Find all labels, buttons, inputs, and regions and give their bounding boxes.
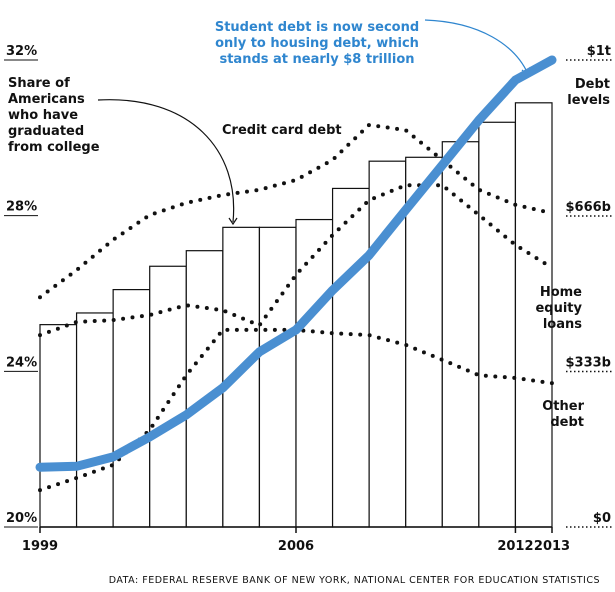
annotation: levels [567, 93, 610, 108]
annotation: Home [540, 285, 582, 300]
bar [295, 218, 334, 528]
bar [405, 156, 443, 528]
bar [331, 187, 370, 528]
bar [112, 289, 151, 528]
bar [514, 102, 553, 528]
annotation: who have [8, 108, 78, 123]
annotation: stands at nearly $8 trillion [219, 52, 414, 67]
bar [75, 312, 114, 528]
dotted-line [38, 122, 554, 300]
x-tick-label: 1999 [22, 539, 58, 554]
bar [258, 226, 297, 528]
annotation: Other [542, 399, 584, 414]
annotation: Debt [575, 77, 610, 92]
arrow-head [228, 217, 238, 226]
y-tick-label: 28% [6, 200, 37, 215]
annotation: Student debt is now second [215, 20, 419, 35]
y2-tick-label: $333b [566, 355, 612, 370]
annotation: Share of [8, 76, 70, 91]
line [35, 55, 557, 472]
y-tick-label: 20% [6, 511, 37, 526]
arrow [97, 99, 235, 223]
annotation: loans [543, 317, 582, 332]
bar [478, 121, 517, 528]
annotation: debt [550, 415, 584, 430]
annotation: Americans [8, 92, 85, 107]
bar [39, 324, 78, 528]
annotation: graduated [8, 124, 84, 139]
x-tick-label: 2006 [278, 539, 314, 554]
y2-tick-label: $1t [587, 44, 611, 59]
annotation: from college [8, 140, 100, 155]
annotation: Credit card debt [222, 123, 342, 138]
y-tick-label: 24% [6, 355, 37, 370]
bar [441, 141, 480, 528]
x-tick-label: 2012 [497, 539, 533, 554]
bar [149, 265, 187, 528]
x-tick-label: 2013 [534, 539, 570, 554]
source: DATA: FEDERAL RESERVE BANK OF NEW YORK, … [109, 575, 600, 586]
annotation: only to housing debt, which [215, 36, 419, 51]
annotation: equity [535, 301, 582, 316]
y2-tick-label: $0 [593, 511, 611, 526]
y2-tick-label: $666b [566, 200, 612, 215]
y-tick-label: 32% [6, 44, 37, 59]
arrow [424, 19, 529, 75]
